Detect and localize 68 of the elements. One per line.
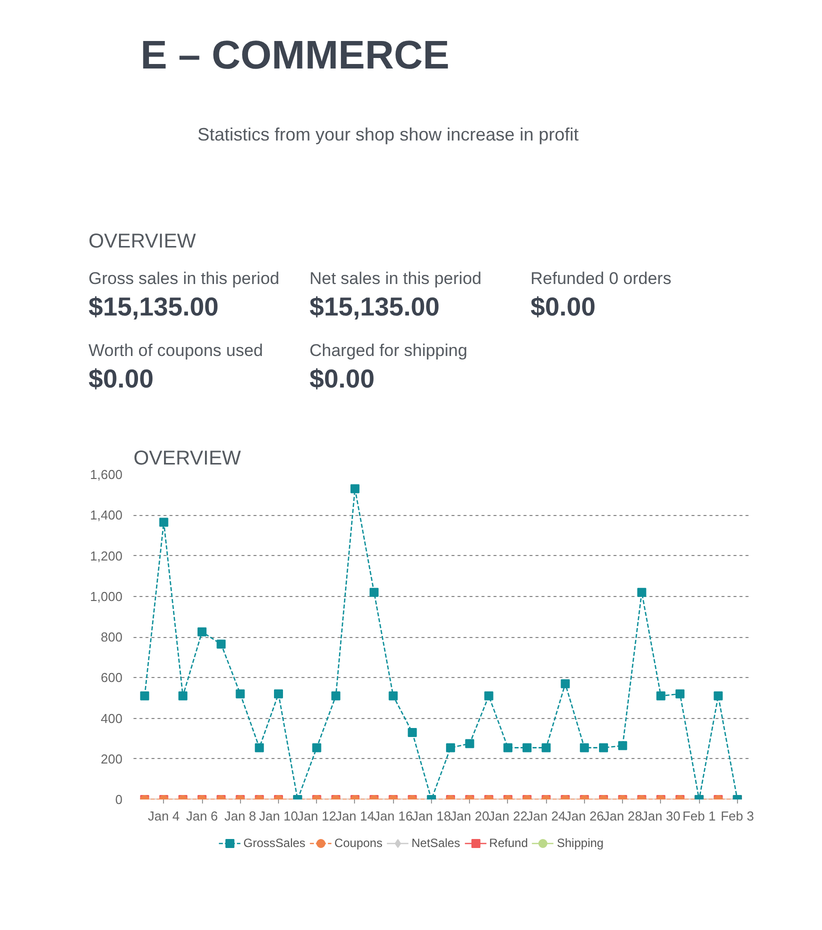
point bbox=[312, 743, 322, 752]
point bbox=[388, 691, 398, 700]
point bbox=[714, 691, 723, 700]
y-tick-label: 1,000 bbox=[90, 588, 123, 604]
text: Statistics from your shop show increase in profit bbox=[198, 124, 579, 144]
point bbox=[560, 679, 570, 688]
point bbox=[484, 691, 494, 700]
text: E – COMMERCE bbox=[140, 34, 450, 78]
x-tick-label: Jan 10 bbox=[258, 808, 298, 824]
point bbox=[198, 627, 207, 636]
text: Charged for shipping bbox=[310, 341, 468, 360]
text: Refunded 0 orders bbox=[530, 269, 672, 288]
y-tick-label: 0 bbox=[115, 792, 123, 807]
x-tick-label: Jan 20 bbox=[450, 808, 490, 824]
text: $0.00 bbox=[530, 292, 596, 322]
text: $0.00 bbox=[88, 364, 154, 394]
legend-label: Refund bbox=[489, 836, 528, 850]
y-tick-label: 1,600 bbox=[90, 467, 123, 482]
y-tick-label: 1,400 bbox=[90, 508, 123, 523]
text: OVERVIEW bbox=[88, 230, 196, 252]
text: $15,135.00 bbox=[310, 292, 440, 322]
point bbox=[599, 743, 608, 752]
x-tick-label: Feb 3 bbox=[720, 808, 754, 824]
legend-label: NetSales bbox=[411, 836, 460, 850]
point bbox=[254, 743, 264, 752]
x-tick-label: Jan 26 bbox=[564, 808, 604, 824]
point bbox=[236, 689, 245, 698]
y-tick-label: 200 bbox=[100, 751, 123, 766]
legend-label: GrossSales bbox=[243, 836, 306, 850]
x-tick-label: Jan 16 bbox=[374, 808, 413, 824]
point bbox=[408, 728, 417, 737]
point bbox=[503, 743, 512, 752]
x-tick-label: Jan 24 bbox=[526, 808, 566, 824]
x-tick-label: Jan 18 bbox=[412, 808, 451, 824]
x-tick-label: Jan 6 bbox=[186, 808, 218, 824]
point bbox=[140, 691, 150, 700]
x-tick-label: Jan 4 bbox=[148, 808, 180, 824]
x-tick-label: Jan 28 bbox=[603, 808, 642, 824]
point bbox=[178, 691, 188, 700]
x-tick-label: Jan 22 bbox=[488, 808, 528, 824]
point bbox=[465, 739, 474, 748]
x-tick-label: Jan 30 bbox=[641, 808, 680, 824]
text: Gross sales in this period bbox=[88, 269, 280, 288]
point bbox=[274, 689, 283, 698]
legend-label: Shipping bbox=[556, 836, 604, 850]
point bbox=[331, 691, 340, 700]
y-tick-label: 800 bbox=[100, 630, 123, 644]
point bbox=[542, 743, 551, 752]
legend-label: Coupons bbox=[334, 836, 382, 850]
point bbox=[675, 689, 684, 698]
x-tick-label: Jan 8 bbox=[224, 808, 256, 824]
text: $0.00 bbox=[310, 364, 375, 394]
point bbox=[446, 743, 456, 752]
y-tick-label: 400 bbox=[100, 710, 123, 726]
text: $15,135.00 bbox=[88, 292, 219, 322]
y-tick-label: 1,200 bbox=[90, 548, 123, 564]
x-tick-label: Feb 1 bbox=[682, 808, 716, 824]
chart-title: OVERVIEW bbox=[134, 448, 242, 470]
point bbox=[216, 640, 226, 649]
x-tick-label: Jan 14 bbox=[335, 808, 374, 824]
point bbox=[618, 741, 628, 750]
x-tick-label: Jan 12 bbox=[297, 808, 336, 824]
point bbox=[580, 743, 589, 752]
text: Worth of coupons used bbox=[88, 341, 264, 360]
text: Net sales in this period bbox=[310, 269, 482, 288]
point bbox=[656, 691, 666, 700]
y-tick-label: 600 bbox=[100, 670, 123, 686]
point bbox=[522, 743, 532, 752]
